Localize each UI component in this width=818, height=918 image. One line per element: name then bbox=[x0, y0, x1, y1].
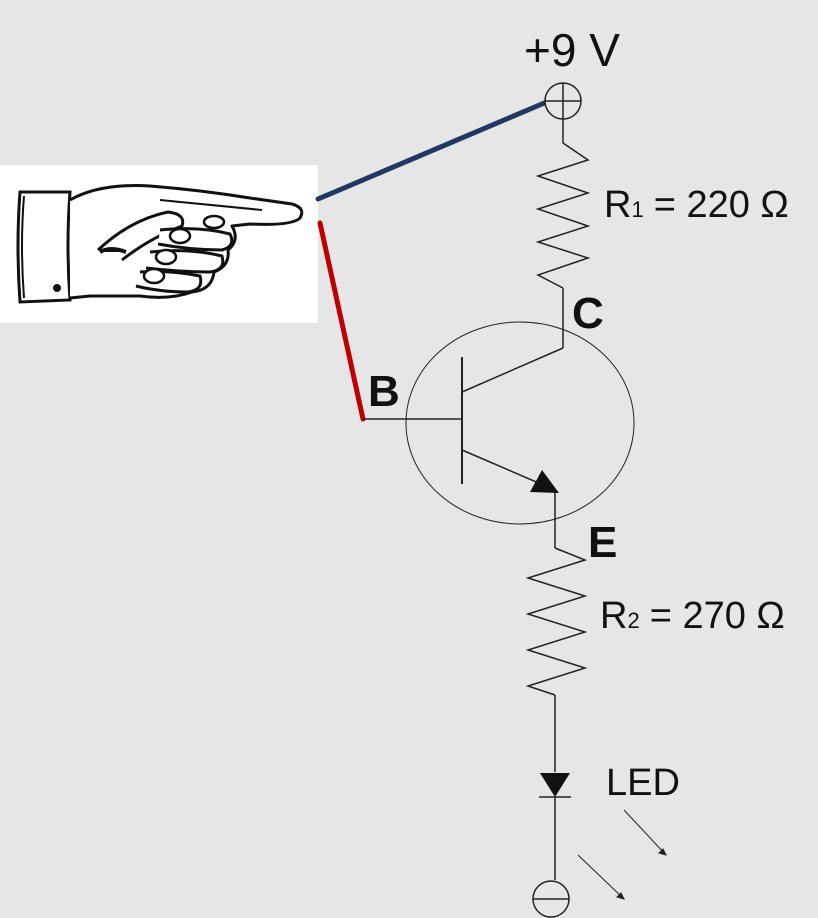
resistor2-value: = 270 Ω bbox=[650, 595, 785, 637]
resistor1-subscript: 1 bbox=[631, 197, 643, 222]
emitter-label: E bbox=[588, 518, 617, 567]
base-wire bbox=[317, 220, 366, 422]
collector-lead bbox=[461, 347, 564, 393]
minus-terminal-icon bbox=[532, 880, 570, 918]
resistor2-letter: R bbox=[600, 595, 627, 637]
resistor-r1 bbox=[535, 142, 591, 289]
emitter-arrow bbox=[530, 470, 559, 493]
resistor1-label: R1 = 220 Ω bbox=[604, 184, 789, 226]
led-label: LED bbox=[606, 762, 680, 804]
resistor1-letter: R bbox=[604, 184, 631, 226]
collector-label: C bbox=[572, 289, 604, 338]
resistor2-subscript: 2 bbox=[627, 608, 639, 633]
resistor1-value: = 220 Ω bbox=[654, 184, 789, 226]
transistor-symbol bbox=[405, 321, 635, 525]
supply-label: +9 V bbox=[524, 24, 620, 76]
resistor2-label: R2 = 270 Ω bbox=[600, 595, 785, 637]
light-arrow-icon bbox=[577, 809, 667, 900]
positive-wire bbox=[315, 98, 552, 202]
pointing-hand-icon bbox=[0, 165, 318, 323]
led-symbol bbox=[539, 773, 667, 900]
resistor-r2 bbox=[525, 547, 588, 696]
plus-terminal-icon bbox=[544, 82, 582, 120]
base-label: B bbox=[368, 367, 400, 416]
